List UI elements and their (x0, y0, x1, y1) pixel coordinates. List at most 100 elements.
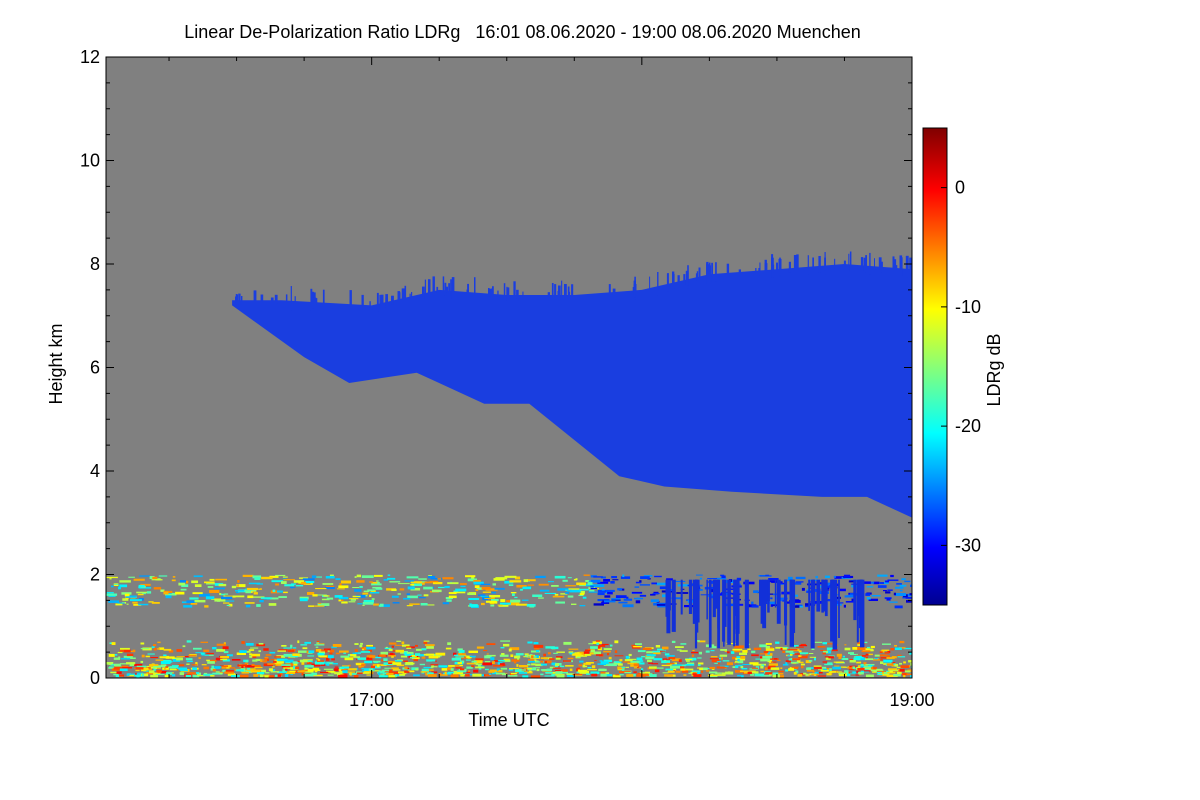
boundary-pixel (610, 644, 613, 647)
boundary-pixel (752, 667, 759, 669)
residual-layer-pixel (271, 580, 283, 583)
residual-layer-pixel (442, 602, 449, 605)
boundary-pixel (897, 656, 906, 658)
boundary-pixel (466, 666, 473, 669)
boundary-pixel (697, 664, 701, 666)
boundary-pixel (121, 665, 129, 668)
boundary-pixel (396, 664, 405, 667)
boundary-pixel (314, 669, 318, 673)
boundary-pixel (503, 658, 510, 661)
residual-layer-pixel (269, 575, 279, 578)
residual-layer-pixel (785, 579, 793, 582)
boundary-pixel (796, 659, 801, 663)
boundary-pixel (632, 647, 641, 649)
residual-layer-pixel (504, 575, 517, 578)
residual-layer-pixel (707, 578, 718, 580)
boundary-pixel (340, 655, 350, 658)
residual-layer-pixel (631, 591, 643, 594)
residual-layer-pixel (352, 595, 361, 598)
boundary-pixel (215, 657, 223, 661)
residual-layer-pixel (299, 598, 308, 602)
residual-layer-pixel (696, 574, 703, 576)
boundary-pixel (499, 664, 506, 666)
boundary-pixel (603, 648, 612, 650)
residual-layer-pixel (767, 593, 775, 595)
boundary-pixel (765, 672, 773, 675)
boundary-pixel (524, 654, 528, 657)
boundary-pixel (443, 672, 452, 675)
boundary-pixel (483, 650, 488, 652)
cloud-streak (633, 280, 636, 298)
boundary-pixel (281, 664, 291, 666)
boundary-pixel (639, 660, 644, 662)
boundary-pixel (475, 663, 482, 666)
boundary-pixel (123, 649, 131, 653)
boundary-pixel (844, 647, 851, 651)
residual-layer-pixel (444, 585, 450, 589)
boundary-pixel (245, 643, 254, 646)
cloud-streak (711, 262, 713, 282)
boundary-pixel (814, 671, 823, 674)
boundary-pixel (156, 669, 162, 673)
boundary-pixel (720, 665, 729, 667)
boundary-pixel (128, 650, 135, 652)
boundary-pixel (415, 653, 421, 656)
cloud-streak (683, 274, 686, 285)
boundary-pixel (845, 671, 849, 675)
residual-layer-pixel (516, 603, 528, 606)
residual-layer-pixel (895, 593, 906, 596)
boundary-pixel (574, 652, 580, 654)
residual-layer-pixel (139, 575, 150, 577)
boundary-pixel (887, 655, 890, 657)
boundary-pixel (195, 652, 203, 654)
boundary-pixel (476, 646, 485, 649)
boundary-pixel (163, 648, 172, 651)
boundary-pixel (176, 657, 183, 661)
cloud-streak (899, 255, 903, 277)
cloud-streak (849, 251, 852, 274)
boundary-pixel (717, 662, 720, 665)
boundary-pixel (639, 672, 646, 675)
boundary-pixel (388, 655, 396, 657)
cloud-streak (506, 286, 508, 301)
residual-layer-pixel (834, 576, 846, 579)
boundary-pixel (392, 662, 402, 665)
boundary-pixel (760, 670, 765, 673)
boundary-pixel (709, 666, 716, 669)
boundary-pixel (268, 668, 273, 672)
boundary-pixel (220, 656, 229, 659)
boundary-pixel (119, 674, 124, 677)
boundary-pixel (378, 675, 388, 678)
residual-layer-pixel (429, 581, 439, 583)
boundary-pixel (692, 649, 695, 652)
cloud-streak (369, 301, 371, 308)
precip-streak (816, 579, 821, 612)
boundary-pixel (738, 664, 743, 667)
boundary-pixel (236, 652, 246, 655)
boundary-pixel (889, 670, 893, 673)
boundary-pixel (683, 674, 687, 676)
cloud-streak (788, 262, 791, 273)
residual-layer-pixel (248, 582, 261, 585)
boundary-pixel (736, 656, 741, 659)
boundary-pixel (163, 654, 167, 657)
boundary-pixel (342, 665, 350, 667)
residual-layer-pixel (119, 580, 131, 583)
boundary-pixel (271, 666, 275, 668)
boundary-pixel (908, 660, 912, 663)
boundary-pixel (169, 666, 179, 668)
boundary-pixel (357, 657, 367, 660)
boundary-pixel (141, 654, 145, 658)
residual-layer-pixel (885, 591, 891, 594)
boundary-pixel (421, 656, 426, 659)
residual-layer-pixel (375, 587, 383, 590)
boundary-pixel (421, 668, 429, 672)
cloud-streak (551, 283, 554, 304)
residual-layer-pixel (303, 583, 313, 585)
residual-layer-pixel (314, 605, 325, 607)
boundary-pixel (360, 651, 371, 653)
boundary-pixel (436, 656, 441, 658)
residual-layer-pixel (782, 599, 786, 602)
residual-layer-pixel (256, 604, 261, 607)
residual-layer-pixel (371, 583, 382, 586)
